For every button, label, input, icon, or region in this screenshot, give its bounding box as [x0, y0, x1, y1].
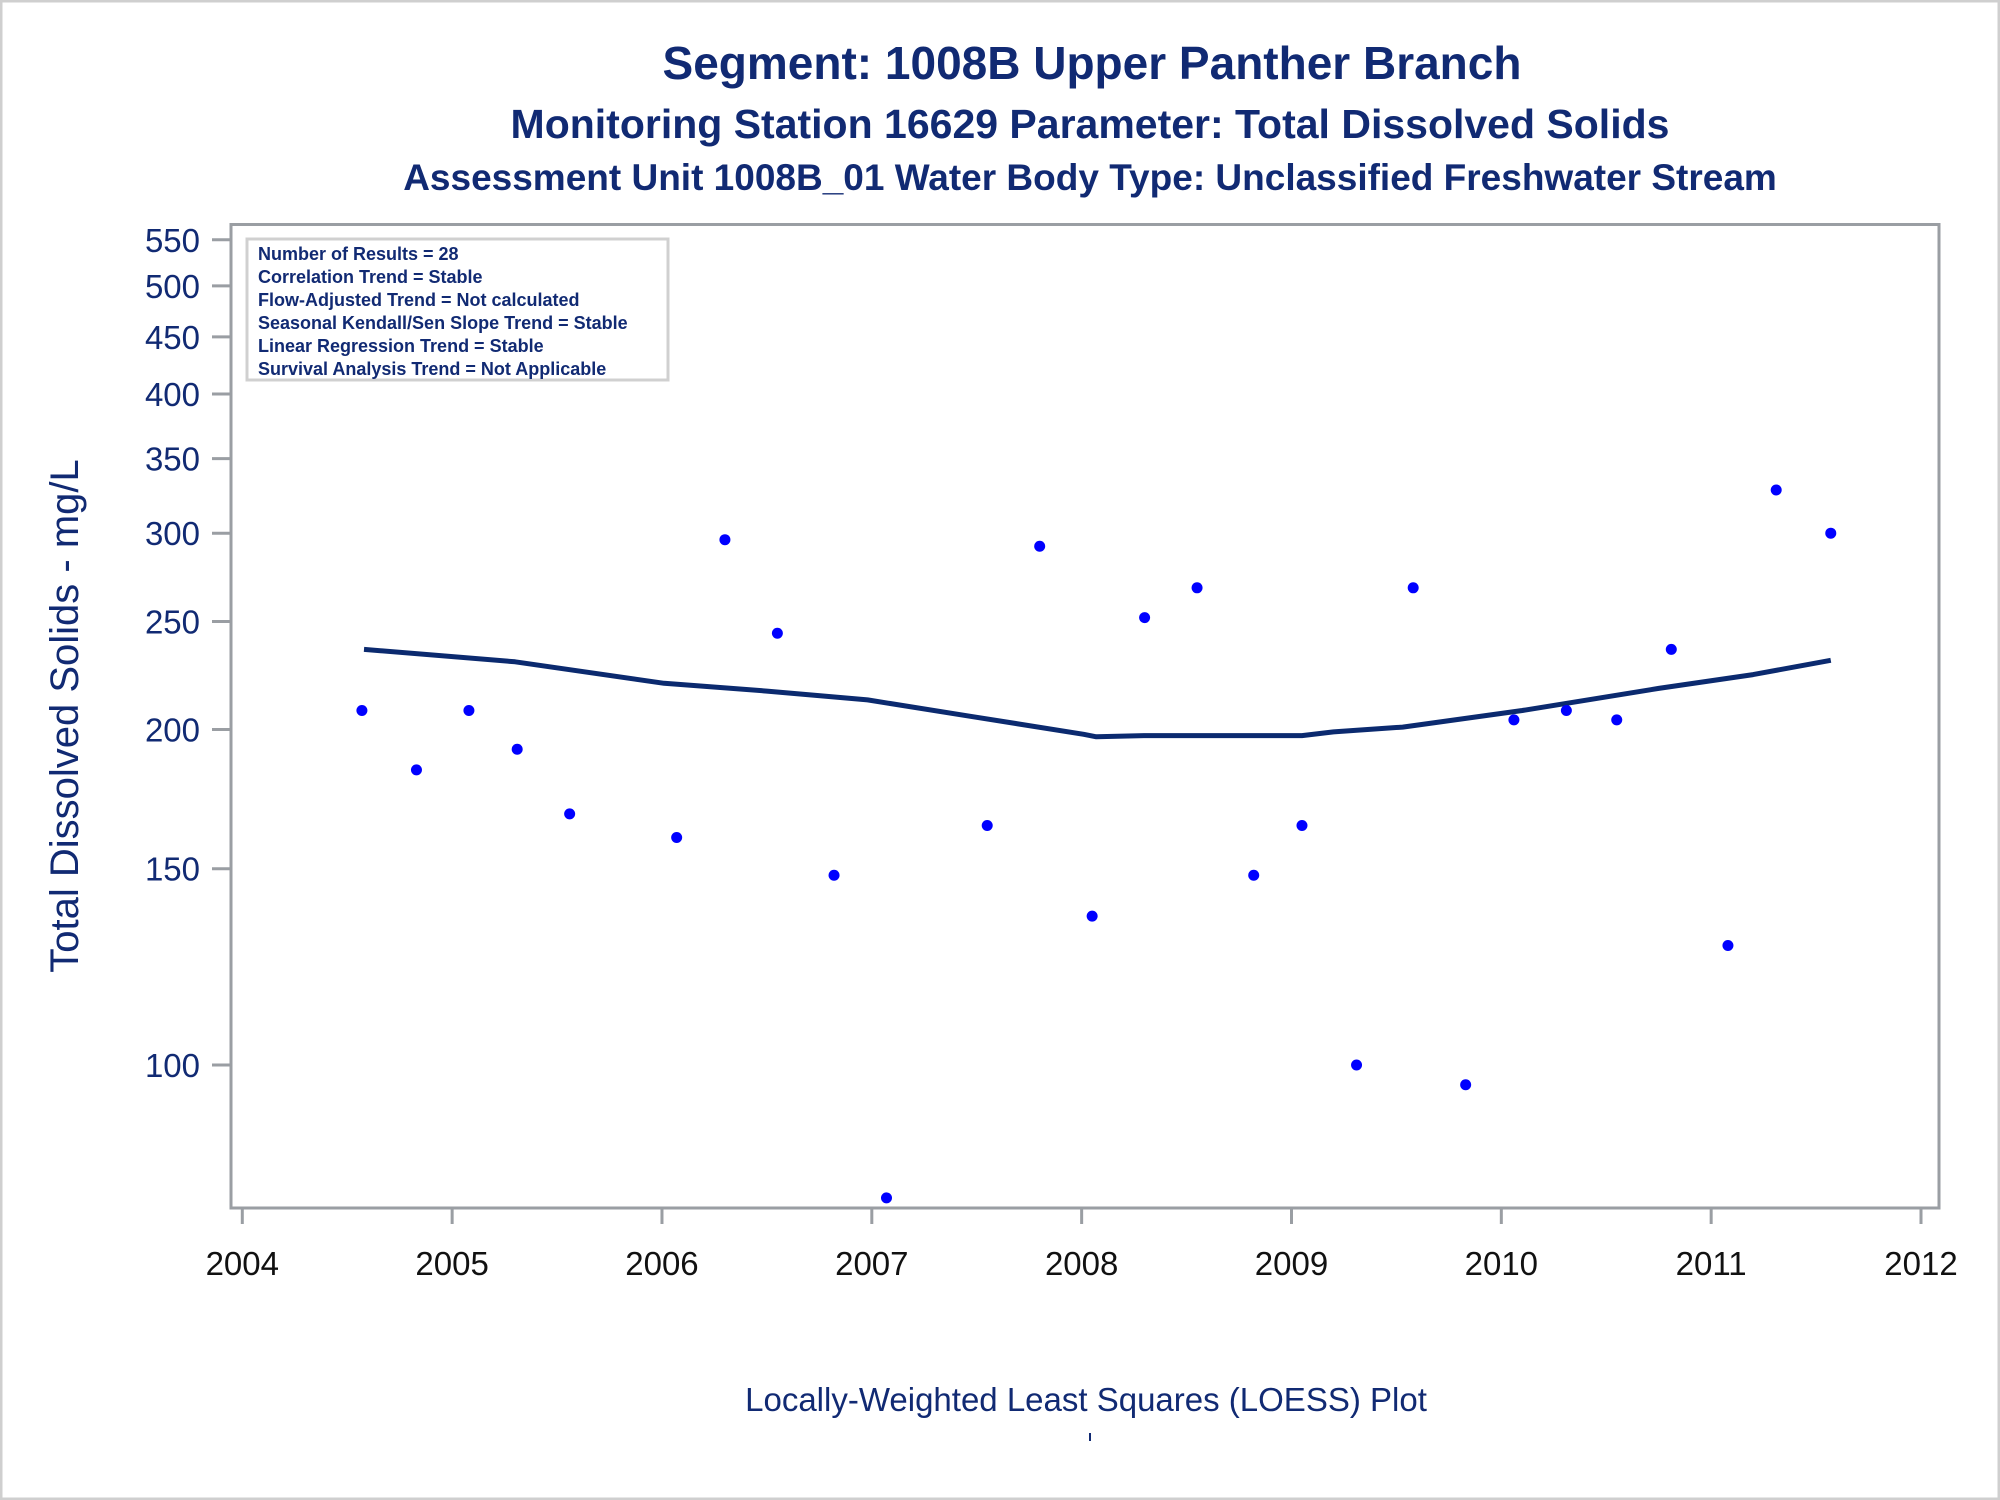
- data-point: [1248, 869, 1260, 881]
- data-point: [564, 808, 576, 820]
- y-tick-label: 250: [145, 603, 200, 640]
- stats-line: Seasonal Kendall/Sen Slope Trend = Stabl…: [258, 313, 628, 333]
- data-point: [1191, 582, 1203, 594]
- y-tick-label: 500: [145, 268, 200, 305]
- data-point: [511, 743, 523, 755]
- loess-curve: [363, 646, 1832, 740]
- data-point: [410, 764, 422, 776]
- y-tick-label: 200: [145, 711, 200, 748]
- data-point: [1560, 704, 1572, 716]
- y-tick-label: 550: [145, 222, 200, 259]
- data-point: [1460, 1079, 1472, 1091]
- x-tick-label: 2008: [1045, 1245, 1118, 1282]
- y-tick-label: 150: [145, 851, 200, 888]
- x-tick-label: 2011: [1676, 1245, 1747, 1282]
- data-point: [828, 869, 840, 881]
- chart-subtitle-2: Assessment Unit 1008B_01 Water Body Type…: [403, 157, 1777, 198]
- data-point: [1665, 643, 1677, 655]
- stats-line: Correlation Trend = Stable: [258, 267, 483, 287]
- data-point: [1034, 540, 1046, 552]
- data-point: [1139, 612, 1151, 624]
- stats-line: Flow-Adjusted Trend = Not calculated: [258, 290, 580, 310]
- data-point: [1351, 1059, 1363, 1071]
- data-point: [1407, 582, 1419, 594]
- footnote: Locally-Weighted Least Squares (LOESS) P…: [745, 1381, 1427, 1418]
- stats-line: Linear Regression Trend = Stable: [258, 336, 544, 356]
- x-tick-label: 2007: [835, 1245, 908, 1282]
- data-point: [356, 704, 368, 716]
- y-tick-label: 450: [145, 319, 200, 356]
- data-point: [1086, 910, 1098, 922]
- y-tick-label: 400: [145, 376, 200, 413]
- x-tick-label: 2004: [206, 1245, 279, 1282]
- data-point: [1722, 940, 1734, 952]
- data-point: [1770, 484, 1782, 496]
- y-tick-label: 300: [145, 515, 200, 552]
- data-point: [1296, 820, 1308, 832]
- data-point: [1508, 714, 1520, 726]
- data-point: [981, 820, 993, 832]
- stats-line: Number of Results = 28: [258, 244, 459, 264]
- y-tick-label: 350: [145, 441, 200, 478]
- x-tick-label: 2009: [1255, 1245, 1328, 1282]
- plot-frame: [229, 223, 1941, 1210]
- data-point: [1825, 527, 1837, 539]
- x-tick-label: 2005: [415, 1245, 488, 1282]
- chart-subtitle: Monitoring Station 16629 Parameter: Tota…: [511, 101, 1670, 147]
- chart-title: Segment: 1008B Upper Panther Branch: [663, 37, 1522, 89]
- x-tick-label: 2006: [625, 1245, 698, 1282]
- stats-box: [245, 237, 670, 382]
- data-point: [771, 627, 783, 639]
- data-point: [881, 1192, 893, 1204]
- y-tick-label: 100: [145, 1047, 200, 1084]
- y-axis-label: Total Dissolved Solids - mg/L: [43, 459, 87, 973]
- x-tick-label: 2010: [1465, 1245, 1538, 1282]
- x-tick-label: 2012: [1884, 1245, 1957, 1282]
- data-point: [463, 704, 475, 716]
- data-point: [671, 831, 683, 843]
- stats-line: Survival Analysis Trend = Not Applicable: [258, 359, 606, 379]
- data-point: [719, 534, 731, 546]
- data-point: [1611, 714, 1623, 726]
